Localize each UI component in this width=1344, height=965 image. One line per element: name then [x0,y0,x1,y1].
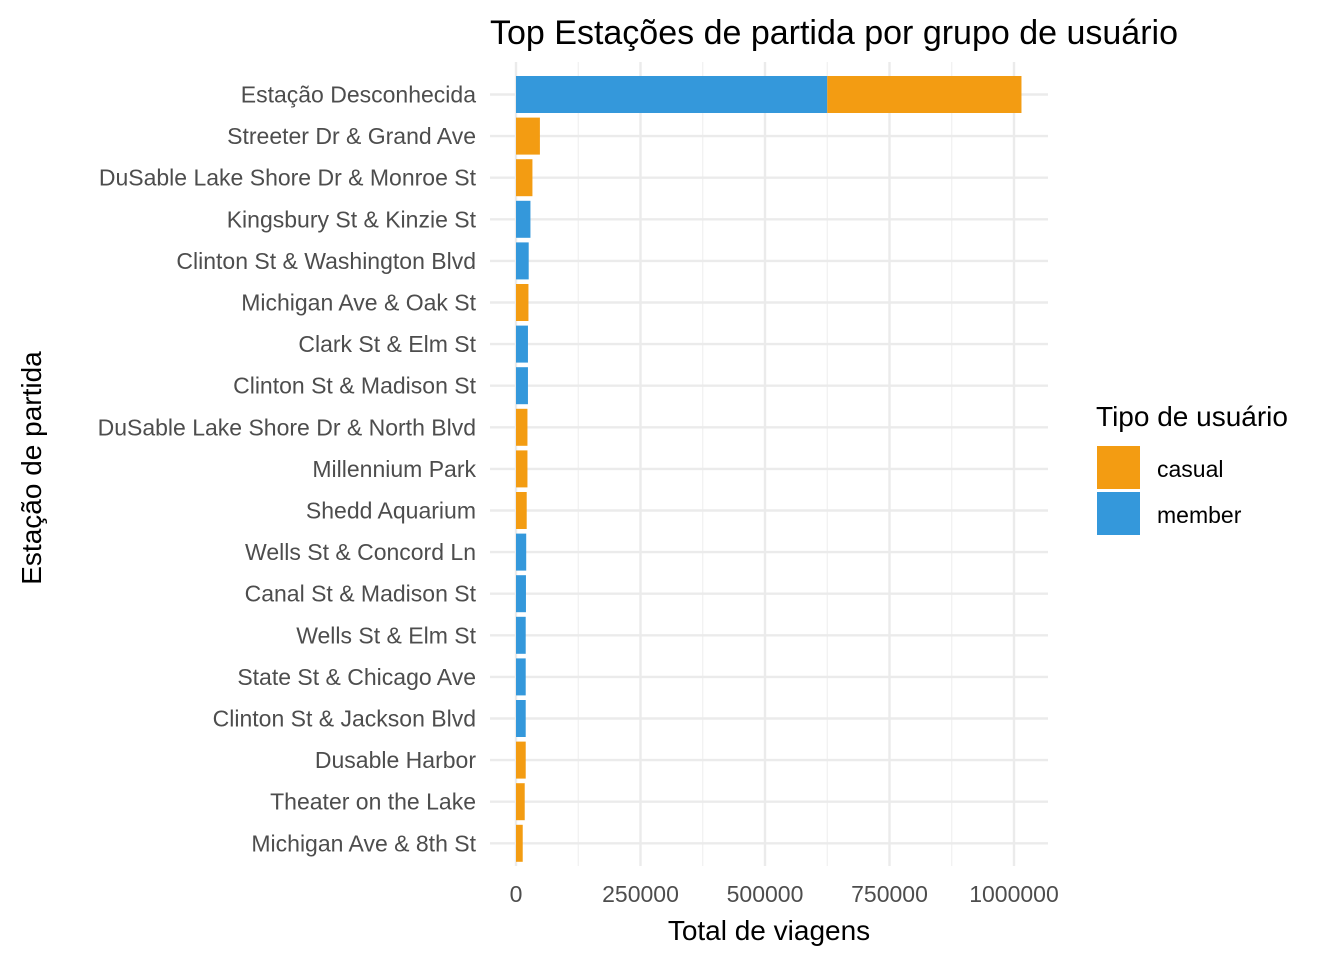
bar-member-14 [516,658,526,696]
x-tick-label: 750000 [851,881,928,907]
y-tick-label: State St & Chicago Ave [237,664,476,690]
bar-casual-1 [516,117,540,155]
legend-label-member: member [1157,502,1242,528]
y-tick-label: Estação Desconhecida [241,82,476,108]
x-tick-label: 500000 [727,881,804,907]
x-tick-label: 250000 [602,881,679,907]
bar-casual-10 [516,492,527,529]
bar-casual-0 [827,76,1022,113]
y-tick-label: DuSable Lake Shore Dr & North Blvd [98,414,476,440]
y-tick-label: Michigan Ave & 8th St [251,830,476,856]
x-axis-title: Total de viagens [668,915,870,946]
y-tick-label: Canal St & Madison St [245,581,477,607]
y-tick-label: Clinton St & Washington Blvd [176,248,476,274]
bar-member-6 [516,325,528,363]
bar-member-0 [516,76,828,113]
y-tick-label: Shedd Aquarium [306,498,476,524]
y-axis-title: Estação de partida [16,351,47,585]
y-tick-label: Millennium Park [312,456,476,482]
bar-casual-17 [516,783,525,821]
legend-title: Tipo de usuário [1096,401,1288,432]
bar-casual-8 [516,408,528,446]
y-tick-label: DuSable Lake Shore Dr & Monroe St [99,165,477,191]
bar-member-11 [516,533,527,571]
legend: Tipo de usuário casual member [1096,401,1288,535]
y-tick-label: Clark St & Elm St [298,331,476,357]
y-tick-label: Wells St & Concord Ln [245,539,476,565]
bars [516,76,1022,862]
y-tick-label: Kingsbury St & Kinzie St [227,206,477,232]
bar-member-7 [516,367,528,405]
bar-member-13 [516,616,526,654]
y-tick-label: Michigan Ave & Oak St [241,290,476,316]
chart-title: Top Estações de partida por grupo de usu… [490,14,1178,52]
y-tick-label: Streeter Dr & Grand Ave [227,123,476,149]
legend-label-casual: casual [1157,456,1223,482]
bar-casual-16 [516,741,526,779]
bar-casual-2 [516,159,533,197]
x-axis-ticks: 0 250000 500000 750000 1000000 [510,881,1059,907]
bar-casual-5 [516,284,529,321]
legend-swatch-member [1097,492,1140,535]
grid [490,62,1048,866]
y-tick-label: Theater on the Lake [270,789,476,815]
bar-member-3 [516,200,531,238]
bar-member-4 [516,242,529,280]
bar-casual-9 [516,450,528,488]
y-tick-label: Clinton St & Madison St [233,373,477,399]
y-axis-ticks: Estação Desconhecida Streeter Dr & Grand … [98,82,477,857]
bar-casual-18 [516,824,523,862]
y-tick-label: Clinton St & Jackson Blvd [213,706,476,732]
legend-swatch-casual [1097,446,1140,489]
bar-member-15 [516,700,526,737]
bar-member-12 [516,575,526,613]
y-tick-label: Wells St & Elm St [296,622,476,648]
x-tick-label: 0 [510,881,523,907]
x-tick-label: 1000000 [969,881,1059,907]
y-tick-label: Dusable Harbor [315,747,476,773]
